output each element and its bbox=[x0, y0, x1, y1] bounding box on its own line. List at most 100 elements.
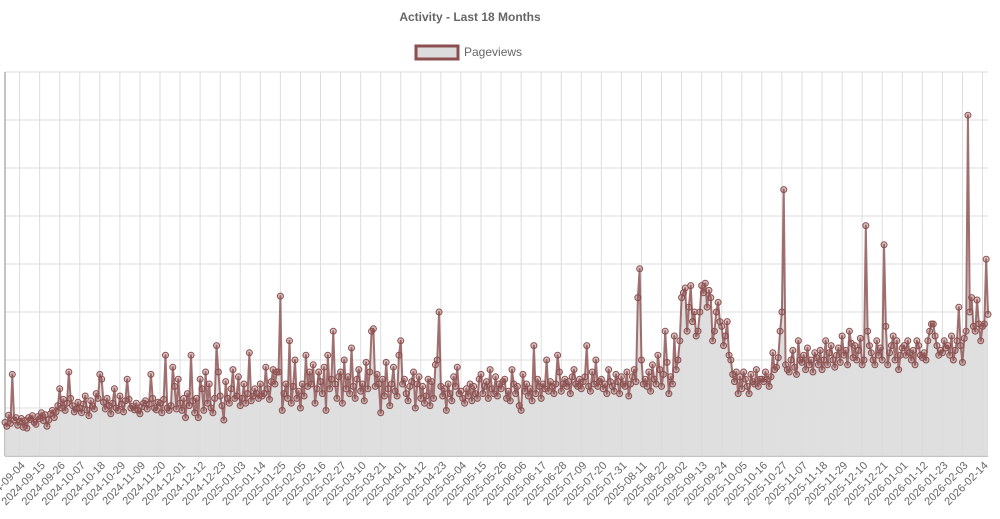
data-point bbox=[50, 414, 58, 422]
data-point bbox=[280, 390, 288, 398]
data-point bbox=[752, 366, 760, 374]
data-point bbox=[526, 385, 534, 393]
data-point bbox=[371, 382, 379, 390]
data-point bbox=[504, 387, 512, 395]
data-point bbox=[178, 406, 186, 414]
data-point bbox=[625, 392, 633, 400]
data-point bbox=[369, 325, 377, 333]
data-point bbox=[534, 375, 542, 383]
data-point bbox=[776, 327, 784, 335]
data-point bbox=[209, 409, 217, 417]
data-point bbox=[674, 356, 682, 364]
data-point bbox=[791, 363, 799, 371]
data-point bbox=[933, 342, 941, 350]
data-point bbox=[296, 404, 304, 412]
data-point bbox=[265, 395, 273, 403]
data-point bbox=[676, 337, 684, 345]
data-point bbox=[262, 363, 270, 371]
data-point bbox=[732, 368, 740, 376]
data-point bbox=[98, 375, 106, 383]
data-point bbox=[689, 318, 697, 326]
data-point bbox=[720, 342, 728, 350]
data-point bbox=[149, 394, 157, 402]
data-point bbox=[61, 406, 69, 414]
data-point bbox=[628, 373, 636, 381]
data-point bbox=[317, 378, 325, 386]
data-point bbox=[696, 308, 704, 316]
data-point bbox=[592, 356, 600, 364]
data-point bbox=[503, 394, 511, 402]
data-point bbox=[548, 382, 556, 390]
data-point bbox=[309, 361, 317, 369]
data-point bbox=[273, 368, 281, 376]
data-point bbox=[875, 351, 883, 359]
data-point bbox=[849, 354, 857, 362]
data-point bbox=[833, 351, 841, 359]
data-point bbox=[616, 390, 624, 398]
data-point bbox=[508, 366, 516, 374]
data-point bbox=[466, 380, 474, 388]
data-point bbox=[634, 294, 642, 302]
data-point bbox=[393, 392, 401, 400]
data-point bbox=[659, 370, 667, 378]
data-point bbox=[180, 394, 188, 402]
data-point bbox=[379, 375, 387, 383]
data-point bbox=[654, 351, 662, 359]
data-point bbox=[123, 375, 131, 383]
data-point bbox=[922, 356, 930, 364]
data-point bbox=[566, 390, 574, 398]
data-point bbox=[938, 349, 946, 357]
data-point bbox=[327, 375, 335, 383]
data-point bbox=[441, 385, 449, 393]
data-point bbox=[397, 337, 405, 345]
data-point bbox=[344, 373, 352, 381]
data-point bbox=[924, 337, 932, 345]
data-point bbox=[324, 351, 332, 359]
data-point bbox=[275, 368, 283, 376]
data-point bbox=[28, 412, 36, 420]
data-point bbox=[43, 422, 51, 430]
data-point bbox=[322, 406, 330, 414]
data-point bbox=[214, 368, 222, 376]
data-point bbox=[506, 397, 514, 405]
data-point bbox=[973, 296, 981, 304]
data-point bbox=[442, 406, 450, 414]
data-point bbox=[926, 327, 934, 335]
data-point bbox=[430, 394, 438, 402]
data-point bbox=[65, 368, 73, 376]
data-point bbox=[630, 366, 638, 374]
data-point bbox=[641, 375, 649, 383]
data-point bbox=[355, 366, 363, 374]
data-point bbox=[256, 380, 264, 388]
data-point bbox=[402, 390, 410, 398]
legend-item: Pageviews bbox=[414, 44, 522, 61]
data-point bbox=[603, 390, 611, 398]
data-point bbox=[415, 373, 423, 381]
data-point bbox=[492, 373, 500, 381]
data-point bbox=[426, 402, 434, 410]
data-point bbox=[588, 368, 596, 376]
legend-label: Pageviews bbox=[464, 45, 522, 59]
data-point bbox=[517, 406, 525, 414]
data-point bbox=[400, 375, 408, 383]
data-point bbox=[552, 380, 560, 388]
data-point bbox=[152, 406, 160, 414]
data-point bbox=[238, 394, 246, 402]
data-point bbox=[813, 354, 821, 362]
data-point bbox=[887, 342, 895, 350]
data-point bbox=[577, 385, 585, 393]
data-point bbox=[198, 385, 206, 393]
data-point bbox=[48, 406, 56, 414]
data-point bbox=[304, 382, 312, 390]
data-point bbox=[762, 368, 770, 376]
data-point bbox=[896, 351, 904, 359]
data-point bbox=[357, 387, 365, 395]
data-point bbox=[79, 400, 87, 408]
data-point bbox=[561, 375, 569, 383]
data-point bbox=[105, 402, 113, 410]
data-point bbox=[386, 402, 394, 410]
data-point bbox=[377, 409, 385, 417]
data-point bbox=[158, 409, 166, 417]
data-point bbox=[929, 320, 937, 328]
data-point bbox=[320, 363, 328, 371]
